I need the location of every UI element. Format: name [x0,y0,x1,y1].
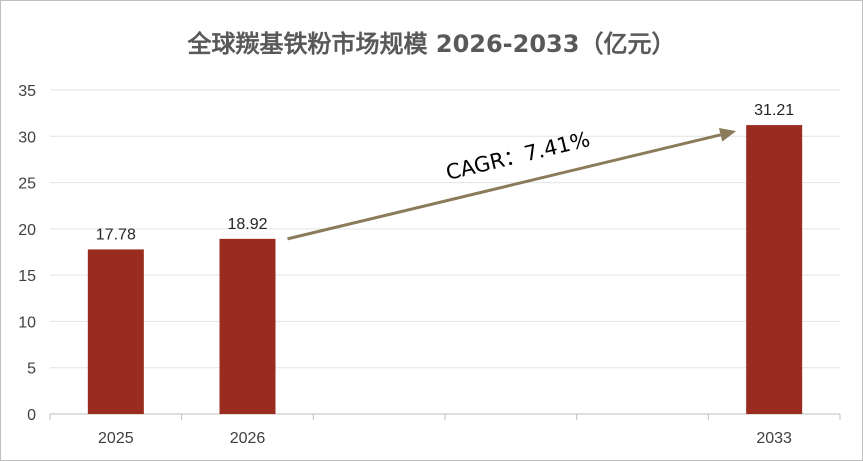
data-label: 17.78 [96,226,136,243]
data-label: 31.21 [754,102,794,119]
bar [219,238,276,414]
x-tick-label: 2033 [756,430,792,447]
cagr-arrow-line [287,133,721,241]
bar [746,125,803,415]
y-tick-label: 35 [18,83,36,100]
x-tick-label: 2026 [230,430,266,447]
y-tick-label: 10 [18,314,36,331]
y-tick-label: 25 [18,176,36,193]
x-tick-label: 2025 [98,430,134,447]
y-tick-label: 0 [27,407,36,424]
bar [87,249,144,414]
y-tick-label: 20 [18,222,36,239]
chart-title: 全球羰基铁粉市场规模 2026-2033（亿元） [187,30,676,58]
y-tick-label: 30 [18,129,36,146]
y-tick-label: 5 [27,361,36,378]
cagr-arrow-head [718,128,737,142]
data-label: 18.92 [227,216,267,233]
y-tick-label: 15 [18,268,36,285]
